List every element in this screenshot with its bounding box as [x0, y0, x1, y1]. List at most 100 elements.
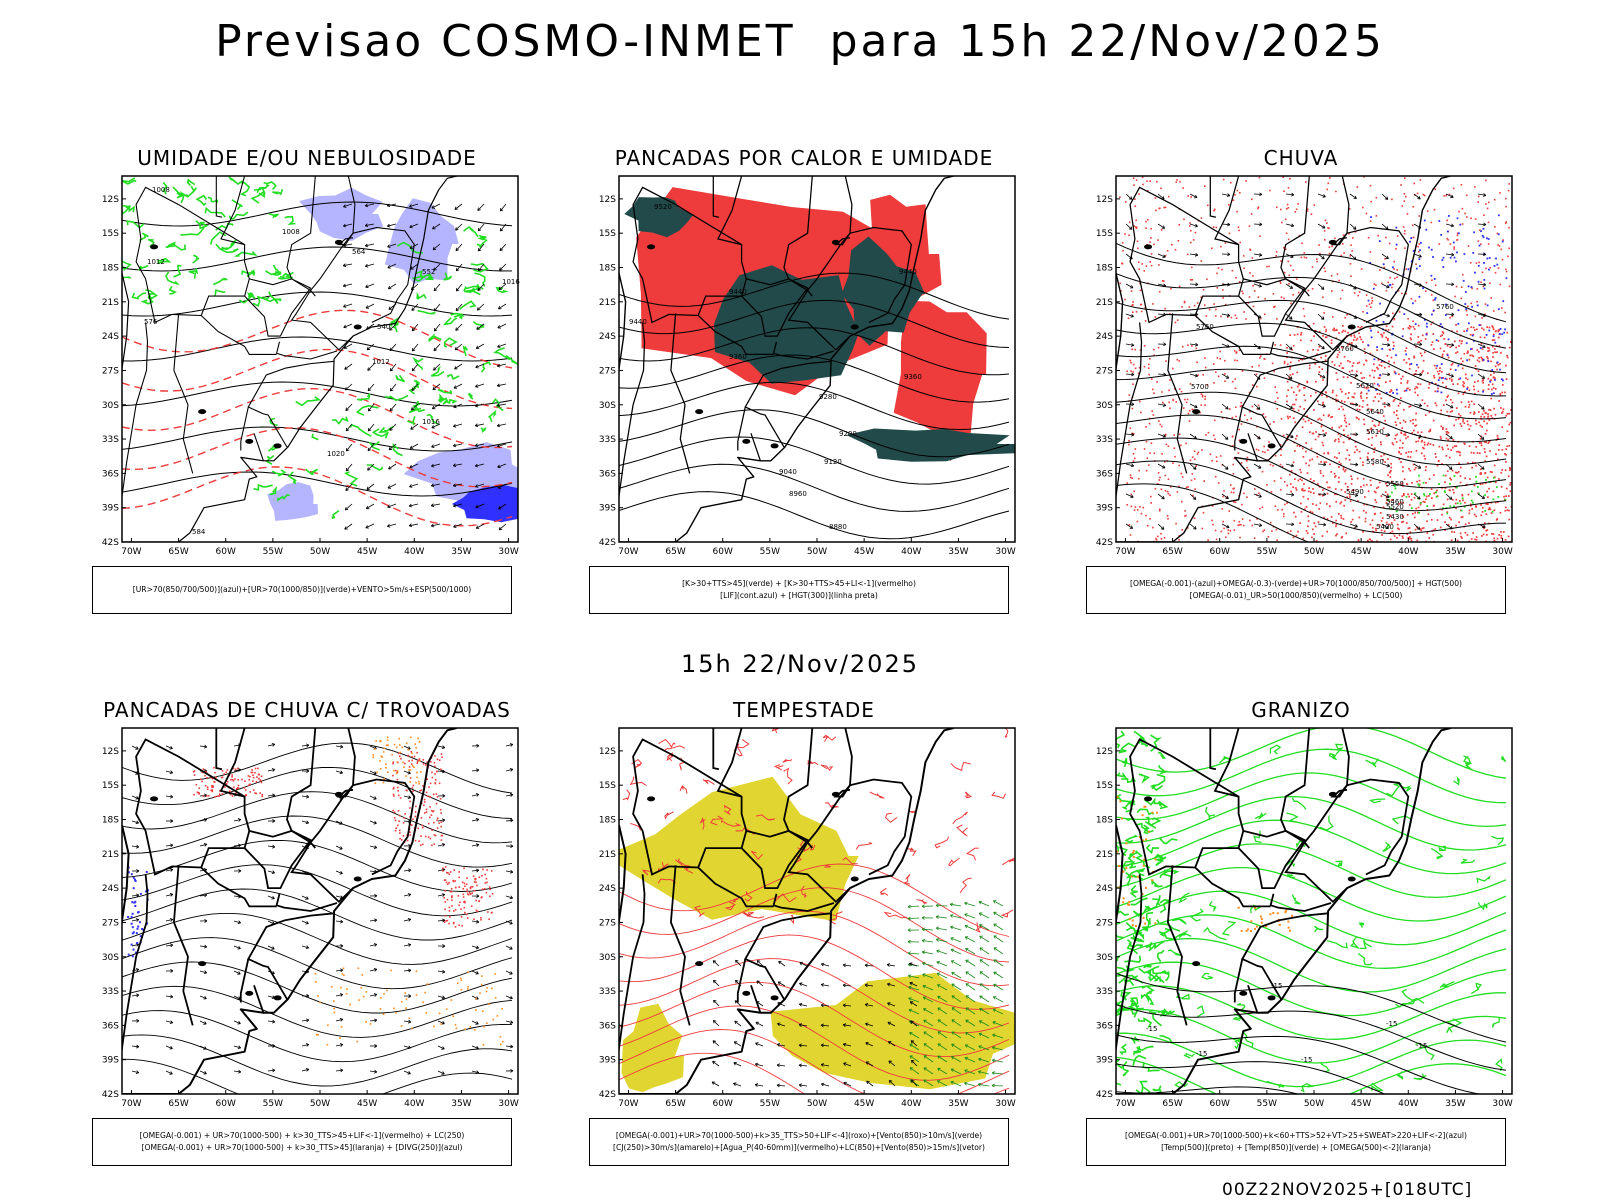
speckle-dot — [438, 759, 441, 761]
speckle-dot — [1357, 325, 1359, 328]
speckle-dot — [1482, 390, 1484, 393]
wind-arrowhead — [474, 423, 479, 428]
contour-segment — [467, 392, 474, 400]
wind-vector — [1189, 253, 1198, 256]
speckle-dot — [1284, 503, 1286, 506]
lat-label: 12S — [102, 195, 119, 205]
wind-arrowhead — [373, 968, 378, 972]
speckle-dot — [1292, 407, 1295, 410]
isoline — [1116, 345, 1507, 420]
speckle-dot — [1471, 508, 1473, 510]
speckle-dot — [392, 809, 394, 812]
speckle-dot — [1485, 529, 1487, 532]
wind-arrowhead — [509, 895, 514, 900]
speckle-dot — [233, 786, 235, 789]
speckle-dot — [1322, 489, 1324, 491]
wind-arrowhead — [1257, 436, 1261, 440]
speckle-dot — [1284, 218, 1287, 221]
speckle-dot — [1349, 500, 1352, 503]
speckle-dot — [1457, 309, 1460, 312]
speckle-dot — [1286, 203, 1289, 206]
speckle-dot — [1336, 356, 1339, 358]
wind-vector — [431, 423, 441, 429]
speckle-dot — [1470, 499, 1473, 502]
contour-segment — [824, 864, 831, 868]
wind-vector — [453, 503, 463, 507]
speckle-dot — [407, 755, 409, 757]
wind-vector — [403, 745, 411, 750]
wind-vector — [978, 1033, 990, 1039]
speckle-dot — [1400, 432, 1403, 435]
speckle-dot — [1482, 533, 1485, 536]
speckle-dot — [1423, 443, 1426, 446]
speckle-dot — [1494, 330, 1497, 333]
speckle-dot — [1486, 355, 1488, 358]
wind-arrowhead — [432, 386, 436, 390]
speckle-dot — [1229, 408, 1231, 410]
speckle-dot — [1303, 315, 1306, 318]
speckle-dot — [1178, 464, 1180, 467]
speckle-dot — [472, 875, 475, 877]
speckle-dot — [1344, 491, 1347, 493]
wind-arrowhead — [373, 845, 378, 849]
wind-arrowhead — [237, 1020, 241, 1025]
speckle-dot — [1287, 531, 1289, 534]
speckle-dot — [1410, 297, 1413, 300]
speckle-dot — [1505, 461, 1507, 463]
speckle-dot — [1290, 470, 1293, 472]
state-border — [290, 232, 354, 351]
speckle-dot — [1451, 315, 1454, 318]
wind-arrowhead — [387, 265, 391, 269]
wind-arrowhead — [1259, 222, 1263, 227]
contour-segment — [679, 784, 688, 794]
speckle-dot — [408, 769, 410, 771]
wind-arrowhead — [1354, 524, 1358, 528]
wind-vector — [1381, 283, 1390, 288]
speckle-dot — [241, 778, 243, 781]
speckle-dot — [1373, 490, 1376, 493]
speckle-dot — [1279, 282, 1282, 284]
speckle-dot — [1409, 389, 1411, 391]
speckle-dot — [1474, 365, 1477, 367]
wind-arrowhead — [497, 344, 501, 348]
wind-arrowhead — [950, 925, 954, 930]
wind-arrowhead — [935, 903, 939, 908]
speckle-dot — [1451, 401, 1454, 404]
wind-vector — [389, 423, 397, 431]
speckle-dot — [1402, 502, 1405, 504]
wind-vector — [712, 960, 720, 967]
speckle-dot — [1221, 464, 1224, 466]
speckle-dot — [1343, 433, 1346, 436]
speckle-dot — [1456, 486, 1458, 489]
speckle-dot — [349, 1003, 351, 1006]
wind-vector — [992, 1046, 1004, 1051]
lon-label: 30W — [498, 547, 518, 557]
speckle-dot — [1433, 375, 1435, 377]
wind-arrowhead — [1291, 522, 1295, 527]
isoline — [122, 426, 513, 452]
wind-arrowhead — [170, 794, 174, 799]
speckle-dot — [1448, 373, 1451, 375]
speckle-dot — [1476, 300, 1478, 303]
speckle-dot — [1230, 181, 1232, 184]
lat-label: 30S — [102, 401, 119, 411]
speckle-dot — [408, 1017, 411, 1019]
speckle-dot — [1369, 374, 1371, 377]
speckle-dot — [1150, 253, 1153, 255]
panel-pancadas-calor: PANCADAS POR CALOR E UMIDADE 12S 15S 18S 21… — [589, 146, 1019, 616]
speckle-dot — [1408, 527, 1411, 529]
speckle-dot — [1128, 439, 1130, 442]
contour-segment — [822, 734, 837, 742]
wind-arrowhead — [1450, 223, 1454, 228]
wind-arrowhead — [340, 944, 344, 948]
speckle-dot — [1408, 358, 1410, 360]
speckle-dot — [1279, 344, 1282, 346]
speckle-dot — [1189, 279, 1192, 281]
speckle-dot — [1458, 521, 1460, 523]
speckle-dot — [369, 1023, 372, 1025]
speckle-dot — [1365, 359, 1367, 362]
speckle-dot — [452, 879, 454, 882]
speckle-dot — [1449, 505, 1452, 508]
wind-vector — [713, 1020, 720, 1027]
speckle-dot — [1412, 325, 1415, 328]
